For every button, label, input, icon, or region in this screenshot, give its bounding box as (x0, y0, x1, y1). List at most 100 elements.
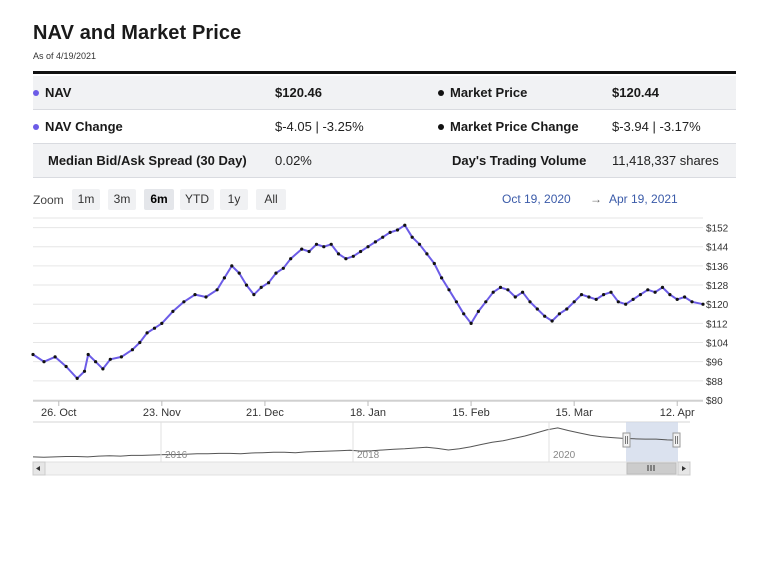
market-price-point (300, 247, 304, 251)
market-price-point (336, 252, 341, 256)
market-price-point (690, 300, 694, 304)
navigator-series-line (32, 427, 679, 458)
scroll-right-arrow-icon (682, 466, 686, 471)
x-tick-label: 18. Jan (350, 407, 386, 419)
row-divider (33, 177, 736, 178)
x-tick-label: 23. Nov (143, 407, 181, 419)
as-of-date: As of 4/19/2021 (33, 51, 97, 61)
market-price-point (476, 309, 480, 313)
navigator-year-label: 2020 (553, 450, 576, 461)
nav-change-label: NAV Change (33, 110, 123, 144)
row-divider (33, 109, 736, 110)
market-price-point (182, 300, 186, 304)
market-price-point (94, 360, 98, 364)
market-price-point (602, 293, 606, 297)
market-price-point (683, 295, 687, 299)
market-price-point (631, 297, 635, 301)
market-price-point (222, 276, 226, 280)
zoom-3m-button[interactable]: 3m (108, 189, 136, 210)
x-tick-label: 12. Apr (660, 407, 695, 419)
zoom-1m-button[interactable]: 1m (72, 189, 100, 210)
row-divider (33, 143, 736, 144)
market-price-point (440, 276, 444, 280)
market-price-point (462, 312, 466, 316)
volume-label: Day's Trading Volume (452, 153, 587, 168)
y-tick-label: $128 (706, 281, 729, 292)
nav-label: NAV (33, 76, 71, 110)
navigator-year-label: 2018 (357, 450, 380, 461)
market-price-point (329, 242, 333, 246)
market-price-point (587, 295, 591, 299)
market-price-point (138, 340, 142, 345)
market-price-point (64, 364, 68, 369)
y-tick-label: $80 (706, 396, 723, 407)
market-price-point (624, 302, 628, 306)
market-price-point (381, 235, 385, 239)
market-price-point (230, 264, 234, 268)
y-tick-label: $88 (706, 377, 723, 388)
market-price-label: Market Price (438, 76, 527, 110)
x-tick-label: 21. Dec (246, 407, 284, 419)
date-to-input[interactable]: Apr 19, 2021 (609, 192, 678, 206)
market-price-point (675, 297, 679, 301)
market-price-point (616, 300, 620, 304)
market-price-point (646, 288, 650, 292)
date-range-arrow: → (590, 192, 602, 206)
market-price-point (252, 293, 256, 297)
market-price-point (145, 331, 149, 335)
zoom-ytd-button[interactable]: YTD (180, 189, 214, 210)
market-price-point (373, 240, 377, 244)
market-price-point (543, 314, 547, 318)
zoom-all-button[interactable]: All (256, 189, 286, 210)
navigator-left-handle[interactable] (622, 432, 631, 448)
market-price-point (565, 307, 569, 311)
market-price-point (237, 271, 241, 275)
chart-gridlines (33, 217, 703, 401)
market-price-point (579, 293, 584, 297)
market-price-point (314, 242, 319, 246)
x-tick-label: 15. Feb (452, 407, 489, 419)
market-price-point (701, 302, 705, 306)
market-price-point (82, 369, 87, 373)
market-price-point (535, 307, 539, 311)
y-tick-label: $96 (706, 358, 723, 369)
market-price-point (432, 261, 436, 266)
market-price-point (388, 230, 392, 234)
market-price-point (454, 300, 458, 304)
y-tick-label: $136 (706, 262, 729, 273)
x-axis: 26. Oct 23. Nov 21. Dec 18. Jan 15. Feb 15. M… (33, 400, 703, 419)
market-price-point (513, 295, 517, 299)
market-price-point (484, 300, 488, 304)
market-price-point (366, 245, 370, 249)
y-tick-label: $104 (706, 339, 729, 350)
market-price-point (572, 300, 576, 304)
zoom-1y-button[interactable]: 1y (220, 189, 248, 210)
market-price-point (344, 257, 348, 261)
nav-value: $120.46 (275, 85, 322, 100)
volume-value: 11,418,337 shares (612, 153, 719, 168)
market-price-point (410, 235, 414, 239)
page-title: NAV and Market Price (33, 22, 242, 44)
market-price-value: $120.44 (612, 85, 659, 100)
market-price-point (274, 271, 278, 275)
scrollbar-track[interactable] (32, 461, 691, 476)
spread-value: 0.02% (275, 153, 312, 168)
market-price-point (359, 249, 363, 254)
spread-label: Median Bid/Ask Spread (30 Day) (48, 153, 247, 168)
market-price-point (322, 245, 326, 249)
navigator-right-handle[interactable] (672, 432, 681, 448)
market-price-point (469, 321, 473, 325)
market-price-point (550, 319, 554, 323)
market-price-point (660, 285, 665, 289)
market-price-point (53, 355, 57, 359)
market-price-point (307, 249, 311, 254)
navigator[interactable]: 2016 2018 2020 (32, 421, 691, 476)
zoom-6m-button[interactable]: 6m (144, 189, 174, 210)
date-from-input[interactable]: Oct 19, 2020 (502, 192, 571, 206)
market-price-point (395, 228, 400, 232)
market-price-change-label: Market Price Change (438, 110, 579, 144)
market-change-dot-icon (438, 123, 444, 130)
x-tick-label: 26. Oct (41, 407, 76, 419)
market-price-point (417, 242, 422, 246)
